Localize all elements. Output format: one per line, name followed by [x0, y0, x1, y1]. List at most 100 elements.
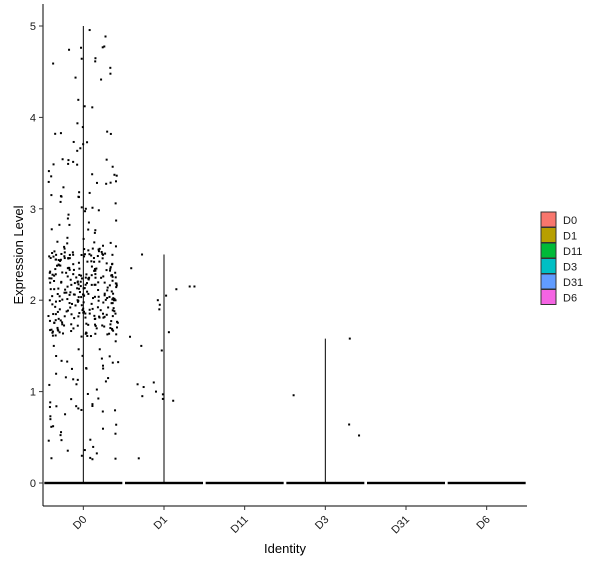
legend-label: D11	[563, 246, 582, 258]
data-point	[103, 294, 106, 297]
data-point	[100, 357, 103, 360]
data-point	[57, 317, 60, 320]
data-point	[55, 355, 58, 358]
data-point	[108, 355, 111, 358]
x-tick-label: D11	[229, 514, 251, 536]
data-point	[76, 163, 79, 166]
data-point	[84, 283, 87, 286]
data-point	[116, 320, 119, 323]
data-point	[93, 231, 96, 234]
data-point	[50, 457, 53, 460]
data-point	[69, 291, 72, 294]
data-point	[156, 299, 159, 302]
data-point	[55, 372, 58, 375]
data-point	[85, 273, 88, 276]
data-point	[51, 303, 54, 306]
data-point	[60, 281, 63, 284]
data-point	[80, 408, 83, 411]
data-point	[97, 248, 100, 251]
data-point	[97, 250, 100, 253]
data-point	[87, 292, 90, 295]
data-point	[58, 223, 61, 226]
data-point	[52, 344, 55, 347]
data-point	[114, 312, 117, 315]
data-point	[59, 264, 62, 267]
data-point	[59, 200, 62, 203]
data-point	[100, 78, 103, 81]
data-point	[70, 323, 73, 326]
data-point	[112, 299, 115, 302]
data-point	[115, 286, 118, 289]
data-point	[83, 105, 86, 108]
data-point	[55, 253, 58, 256]
data-point	[68, 302, 71, 305]
data-point	[51, 252, 54, 255]
legend-key-D1	[540, 227, 557, 243]
data-point	[86, 334, 89, 337]
x-ticks: D0 D1 D11 D3 D31 D6	[71, 506, 493, 536]
data-point	[80, 253, 83, 256]
data-point	[113, 310, 116, 313]
data-point	[66, 217, 69, 220]
data-point	[65, 291, 68, 294]
data-point	[80, 277, 83, 280]
data-point	[109, 66, 112, 69]
data-point	[103, 292, 106, 295]
data-point	[112, 307, 115, 310]
data-point	[88, 253, 91, 256]
data-point	[50, 194, 53, 197]
data-point	[115, 219, 118, 222]
data-point	[71, 302, 74, 305]
data-point	[86, 141, 89, 144]
data-point	[114, 299, 117, 302]
data-point	[60, 252, 63, 255]
data-point	[115, 174, 118, 177]
data-point	[102, 364, 105, 367]
data-point	[95, 327, 98, 330]
data-point	[88, 29, 91, 32]
data-point	[82, 143, 85, 146]
data-point	[110, 320, 113, 323]
data-point	[111, 275, 114, 278]
data-point	[53, 280, 56, 283]
data-point	[110, 302, 113, 305]
data-point	[71, 251, 74, 254]
data-point	[48, 406, 51, 409]
data-point	[111, 262, 114, 265]
violin-body-D11	[205, 481, 284, 485]
data-point	[102, 244, 105, 247]
data-point	[70, 398, 73, 401]
data-point	[93, 241, 96, 244]
data-point	[141, 253, 144, 256]
legend-key-D3	[540, 258, 557, 274]
data-point	[111, 253, 114, 256]
data-point	[77, 196, 80, 199]
data-point	[55, 258, 58, 261]
data-point	[58, 331, 61, 334]
data-point	[70, 283, 73, 286]
data-point	[81, 126, 84, 129]
data-point	[106, 130, 109, 133]
data-point	[49, 281, 52, 284]
data-point	[103, 315, 106, 318]
data-point	[113, 297, 116, 300]
data-point	[53, 321, 56, 324]
data-point	[62, 186, 65, 189]
data-point	[108, 284, 111, 287]
data-point	[51, 330, 54, 333]
data-point	[54, 313, 57, 316]
data-point	[107, 377, 110, 380]
data-point	[92, 297, 95, 300]
data-point	[84, 312, 87, 315]
data-point	[98, 247, 101, 250]
data-point	[106, 297, 109, 300]
data-point	[80, 296, 83, 299]
y-ticks: 0 1 2 3 4 5	[30, 21, 43, 490]
data-point	[76, 122, 79, 125]
data-point	[74, 304, 77, 307]
data-point	[107, 306, 110, 309]
data-point	[98, 316, 101, 319]
data-point	[66, 449, 69, 452]
data-point	[111, 165, 114, 168]
plot-area	[44, 26, 526, 485]
